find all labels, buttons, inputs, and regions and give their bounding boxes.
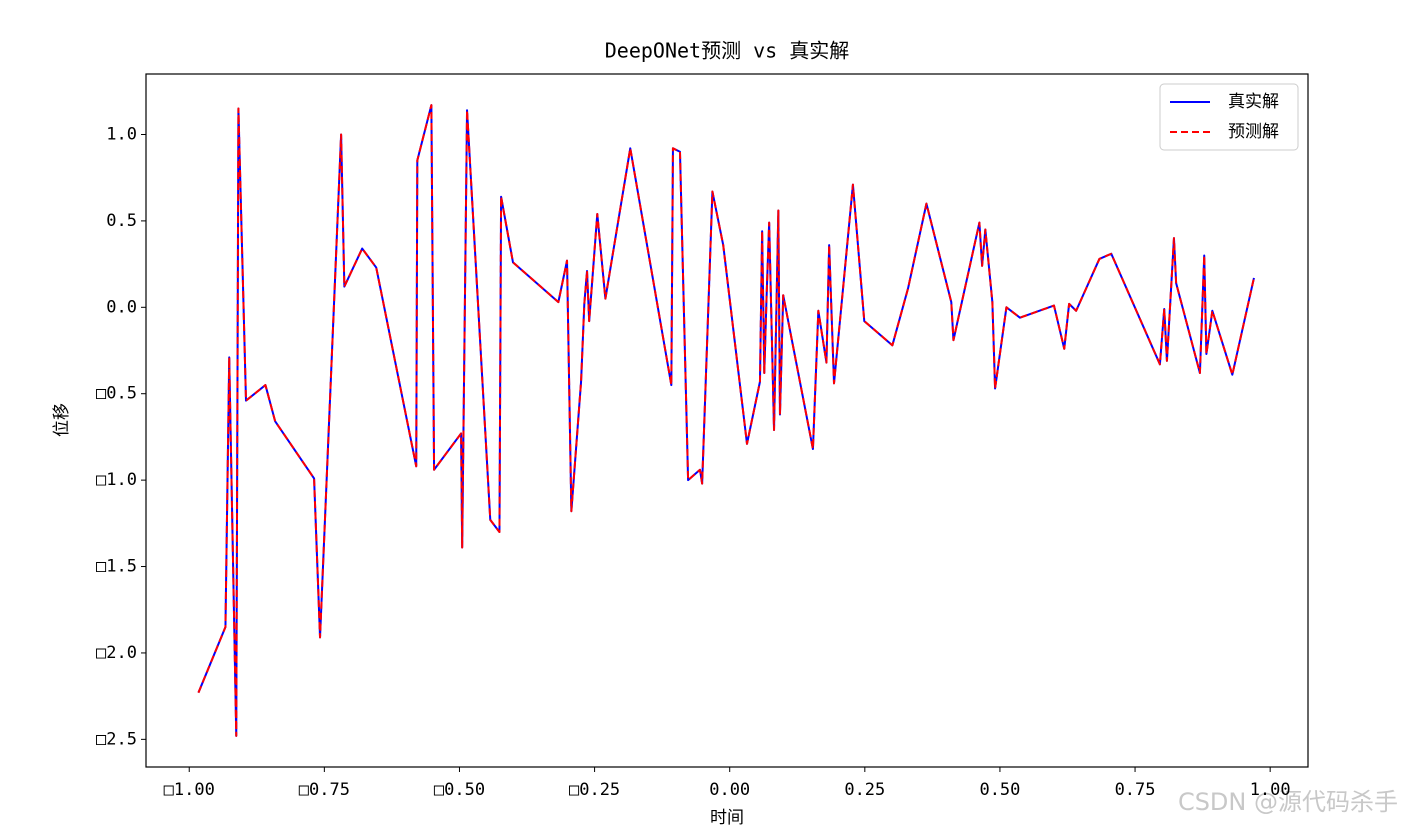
- y-tick-label: □1.0: [96, 470, 137, 490]
- legend-label: 预测解: [1228, 122, 1279, 142]
- x-tick-label: □0.50: [434, 780, 485, 800]
- x-tick-label: □1.00: [164, 780, 215, 800]
- x-tick-label: □0.75: [299, 780, 350, 800]
- legend-box: [1159, 83, 1299, 151]
- x-axis-label: 时间: [710, 808, 744, 828]
- data-line: [197, 104, 1255, 737]
- y-tick-label: □1.5: [96, 557, 137, 577]
- x-tick-label: 0.25: [844, 780, 885, 800]
- x-tick-label: 0.00: [709, 780, 750, 800]
- y-tick-label: 1.0: [106, 124, 137, 144]
- legend-label: 真实解: [1228, 92, 1279, 112]
- chart-title: DeepONet预测 vs 真实解: [605, 39, 850, 63]
- y-tick-label: 0.0: [106, 297, 137, 317]
- x-tick-label: 1.00: [1250, 780, 1291, 800]
- data-line: [197, 104, 1255, 737]
- y-tick-label: 0.5: [106, 211, 137, 231]
- y-tick-label: □2.5: [96, 729, 137, 749]
- x-tick-label: 0.50: [979, 780, 1020, 800]
- y-axis-label: 位移: [52, 403, 72, 437]
- plot-frame: [145, 73, 1309, 768]
- y-tick-label: □2.0: [96, 643, 137, 663]
- x-tick-label: 0.75: [1115, 780, 1156, 800]
- watermark: CSDN @源代码杀手: [1178, 788, 1398, 816]
- y-tick-label: □0.5: [96, 384, 137, 404]
- x-tick-label: □0.25: [569, 780, 620, 800]
